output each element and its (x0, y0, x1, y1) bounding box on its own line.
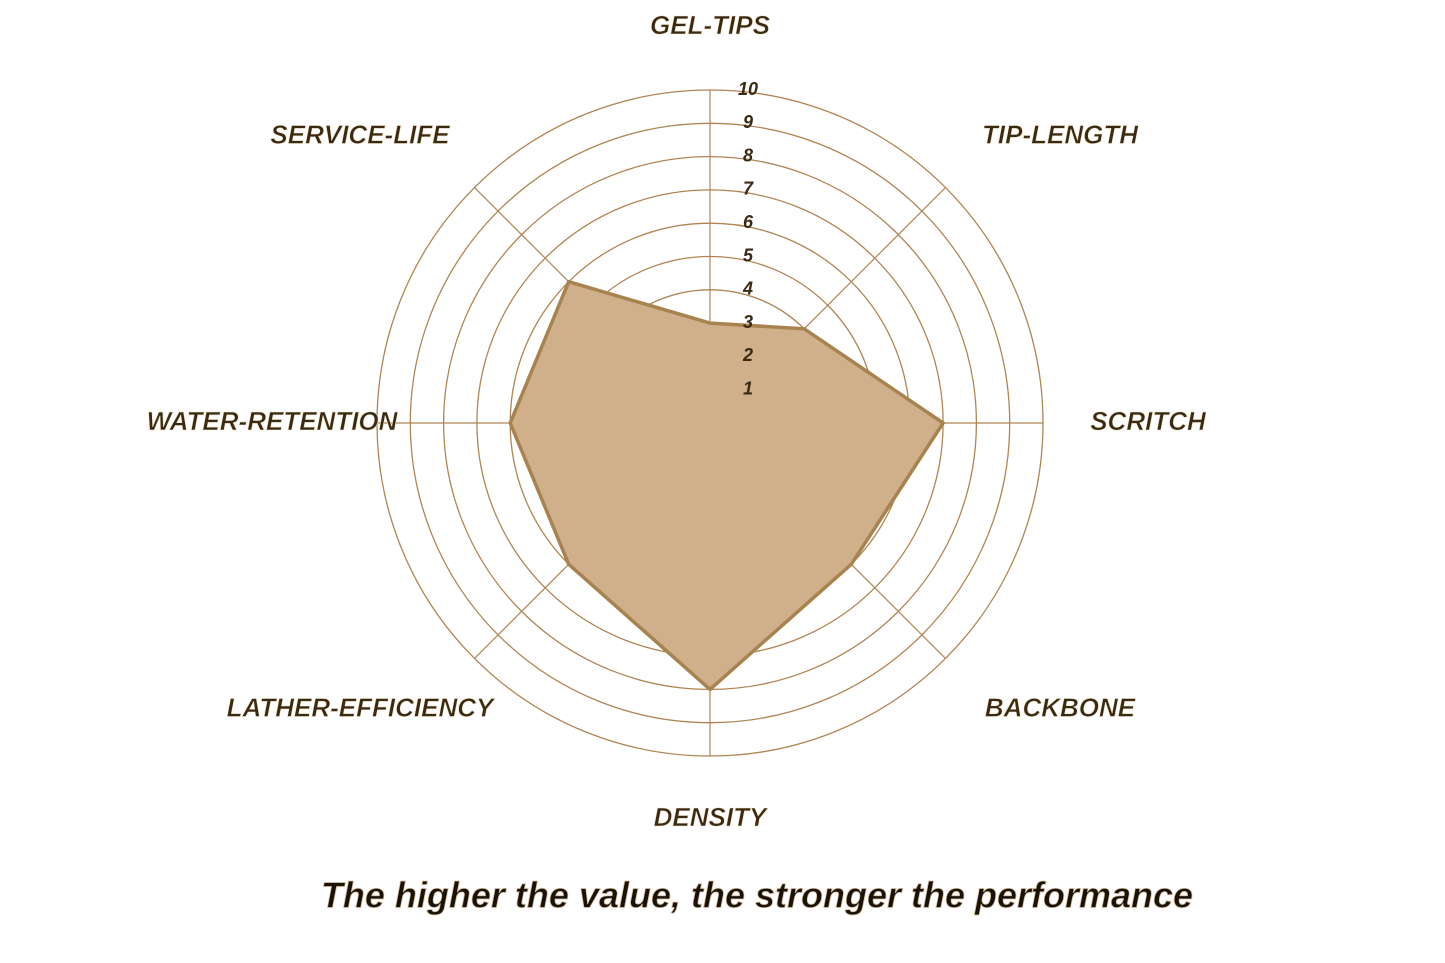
r-tick-label: 1 (743, 378, 753, 398)
category-label: SCRITCH (1090, 406, 1207, 436)
r-tick-label: 2 (742, 345, 753, 365)
r-tick-label: 8 (743, 145, 753, 165)
r-tick-label: 5 (743, 245, 754, 265)
category-label: LATHER-EFFICIENCY (227, 692, 496, 722)
category-label: TIP-LENGTH (982, 119, 1139, 149)
category-label: DENSITY (654, 802, 769, 832)
category-label: GEL-TIPS (650, 10, 771, 40)
chart-note: The higher the value, the stronger the p… (321, 875, 1193, 916)
r-tick-label: 3 (743, 312, 753, 332)
r-tick-label: 7 (743, 179, 754, 199)
r-tick-label: 6 (743, 212, 754, 232)
category-label: SERVICE-LIFE (270, 119, 450, 149)
data-area (508, 279, 945, 692)
r-tick-label: 9 (743, 112, 753, 132)
r-tick-label: 4 (742, 279, 753, 299)
category-label: WATER-RETENTION (147, 406, 399, 436)
r-tick-label: 10 (738, 79, 758, 99)
grid-ring (409, 122, 1011, 724)
category-label: BACKBONE (985, 692, 1136, 722)
grid-ring (376, 89, 1044, 757)
